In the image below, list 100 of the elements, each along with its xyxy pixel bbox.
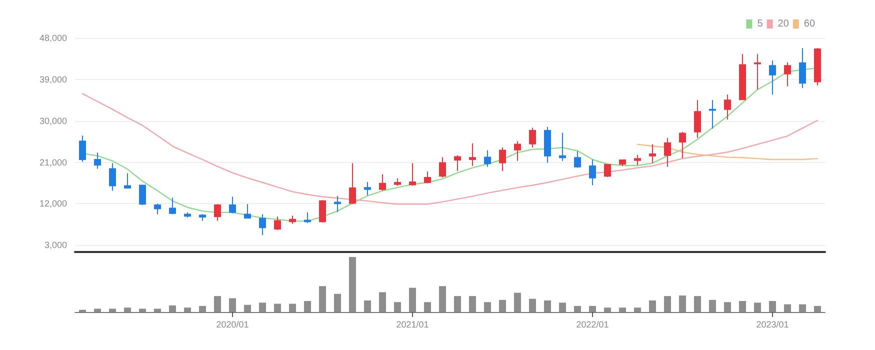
candlestick (259, 214, 266, 236)
y-tick-label: 48,000 (39, 33, 67, 43)
bar (214, 296, 221, 312)
candlestick (439, 156, 446, 178)
bar (709, 300, 716, 312)
bar (184, 308, 191, 312)
bar (364, 300, 371, 312)
candlestick (574, 150, 581, 168)
candlestick (634, 154, 641, 166)
bar (664, 296, 671, 312)
bar (529, 298, 536, 312)
x-tick-label: 2020/01 (216, 320, 249, 330)
candlestick (679, 131, 686, 159)
bar (454, 296, 461, 312)
x-tick-label: 2021/01 (396, 320, 429, 330)
candlestick (454, 154, 461, 172)
candlestick (649, 144, 656, 164)
candlestick (559, 132, 566, 162)
bar (154, 308, 161, 312)
candlestick (514, 140, 521, 162)
bar (289, 304, 296, 312)
bar (499, 300, 506, 312)
bar (124, 308, 131, 312)
candlestick (244, 204, 251, 219)
candlestick (379, 174, 386, 192)
bar (109, 308, 116, 312)
candlestick (424, 170, 431, 184)
bar (724, 302, 731, 312)
candlestick (109, 162, 116, 192)
bar (409, 288, 416, 312)
bar (199, 306, 206, 312)
candlestick (229, 196, 236, 214)
candlestick (499, 147, 506, 172)
line-series (636, 144, 818, 160)
candlestick (589, 158, 596, 186)
bar (379, 292, 386, 312)
bar (484, 302, 491, 312)
bar (319, 286, 326, 312)
bar (544, 300, 551, 312)
bar (754, 302, 761, 312)
bar (424, 302, 431, 312)
candlestick (364, 182, 371, 196)
bar (589, 306, 596, 312)
bar (304, 301, 311, 312)
bar (739, 301, 746, 312)
bar (574, 306, 581, 312)
bar (619, 308, 626, 312)
bar (169, 305, 176, 312)
candlestick (394, 178, 401, 186)
y-tick-label: 21,000 (39, 157, 67, 168)
bar (634, 308, 641, 312)
candlestick (604, 164, 611, 178)
bar (679, 296, 686, 312)
candlestick (484, 150, 491, 168)
bar (694, 296, 701, 312)
candlestick (349, 162, 356, 205)
candlestick (664, 137, 671, 168)
candlestick (319, 199, 326, 224)
y-tick-label: 39,000 (39, 74, 67, 84)
bar (514, 292, 521, 312)
candlestick (214, 204, 221, 222)
line-series (82, 93, 818, 205)
bar (439, 286, 446, 312)
candlestick (184, 212, 191, 218)
candlestick (469, 142, 476, 166)
candlestick (409, 162, 416, 186)
candlestick (274, 216, 281, 230)
candlestick (724, 94, 731, 120)
bar (259, 302, 266, 312)
candlestick (334, 195, 341, 212)
candlestick (79, 135, 86, 162)
candlestick (304, 212, 311, 224)
bar (349, 257, 356, 312)
candlestick (814, 48, 821, 86)
bar (229, 298, 236, 312)
y-tick-label: 30,000 (39, 116, 67, 126)
bar (139, 308, 146, 312)
y-tick-label: 3,000 (44, 240, 67, 250)
bar (394, 302, 401, 312)
bar (769, 301, 776, 312)
candlestick (544, 126, 551, 164)
candlestick (739, 54, 746, 101)
bar (649, 300, 656, 312)
bar (799, 304, 806, 312)
candlestick (784, 62, 791, 87)
candlestick (754, 54, 761, 90)
bar (814, 306, 821, 312)
candlestick (139, 184, 146, 206)
legend-label: 60 (804, 18, 816, 30)
candlestick (799, 48, 806, 89)
bar (244, 304, 251, 312)
bar (604, 308, 611, 312)
candlestick (694, 100, 701, 138)
bar (334, 294, 341, 312)
candlestick (619, 158, 626, 166)
candlestick (529, 127, 536, 148)
candlestick (199, 214, 206, 222)
bar (94, 308, 101, 312)
bar (784, 304, 791, 312)
x-tick-label: 2023/01 (756, 320, 789, 330)
